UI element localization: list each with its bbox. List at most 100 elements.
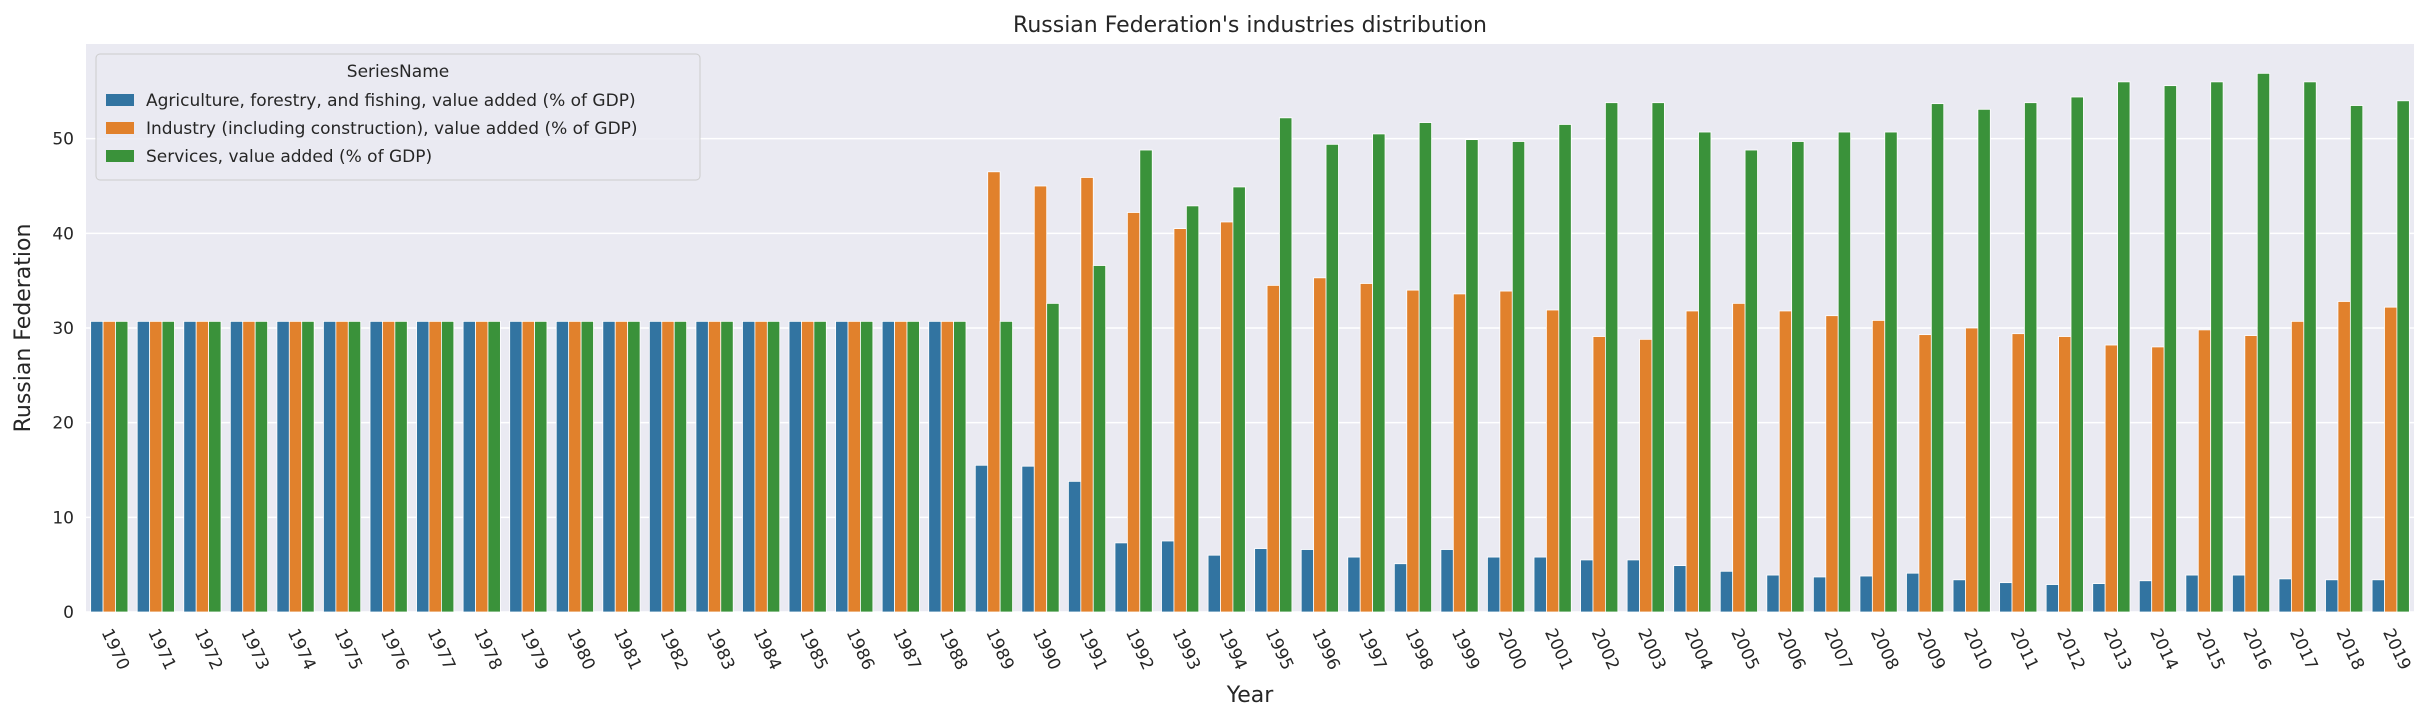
bar <box>1744 149 1758 613</box>
x-tick-label: 2016 <box>2239 626 2275 674</box>
x-tick-label: 2019 <box>2378 626 2414 674</box>
bar <box>2070 96 2084 613</box>
bar <box>1906 572 1920 613</box>
bar <box>673 320 688 613</box>
y-tick-label: 30 <box>52 319 74 339</box>
bar <box>183 320 197 613</box>
bar <box>987 171 1001 613</box>
legend-swatch <box>106 122 134 134</box>
bar <box>2337 301 2351 613</box>
bar <box>2256 72 2271 613</box>
bar <box>2163 85 2177 613</box>
bar <box>1511 141 1526 613</box>
bar <box>707 320 722 613</box>
bar <box>2138 580 2153 613</box>
bar <box>1372 133 1386 613</box>
x-tick-label: 1982 <box>655 626 691 674</box>
bar <box>1533 556 1547 613</box>
bar <box>2058 336 2072 613</box>
bar <box>835 320 849 613</box>
bar <box>509 320 523 613</box>
bar <box>2278 578 2292 613</box>
bar <box>813 320 827 613</box>
bar <box>2185 574 2199 613</box>
x-tick-label: 1987 <box>888 626 924 674</box>
bar <box>1698 131 1712 613</box>
bar <box>1185 205 1200 613</box>
x-tick-label: 1991 <box>1075 626 1111 674</box>
bar <box>1220 221 1234 613</box>
bar <box>1930 103 1945 613</box>
bar <box>1033 185 1048 613</box>
bar <box>2371 579 2385 613</box>
x-tick-label: 1978 <box>469 626 505 674</box>
bar <box>1126 212 1141 613</box>
x-tick-label: 1990 <box>1028 626 1064 674</box>
bar <box>2384 306 2398 613</box>
bar <box>102 320 116 613</box>
x-tick-label: 2010 <box>1959 626 1995 674</box>
legend-entry: Services, value added (% of GDP) <box>146 147 432 167</box>
bar <box>1580 559 1594 613</box>
bar <box>1778 310 1793 613</box>
bar <box>229 320 244 613</box>
bar <box>1558 124 1572 613</box>
x-tick-label: 2018 <box>2332 626 2368 674</box>
legend-swatch <box>106 94 134 106</box>
x-tick-label: 2005 <box>1726 626 1762 674</box>
bar <box>1139 149 1153 613</box>
bar <box>2197 329 2212 613</box>
bar <box>2290 320 2305 613</box>
bar <box>1173 228 1187 613</box>
bar <box>742 320 756 613</box>
legend: SeriesName Agriculture, forestry, and fi… <box>95 53 701 181</box>
bar <box>534 320 548 613</box>
y-axis-label: Russian Federation <box>11 224 36 433</box>
x-tick-label: 2001 <box>1540 626 1576 674</box>
bar <box>2011 333 2025 613</box>
y-tick-label: 0 <box>63 603 74 623</box>
bar <box>1487 556 1501 613</box>
legend-box <box>95 53 701 181</box>
y-tick-label: 10 <box>52 508 74 528</box>
bar <box>323 320 337 613</box>
bar <box>648 320 663 613</box>
bar <box>1418 122 1432 613</box>
bar <box>801 320 815 613</box>
bar <box>428 320 442 613</box>
x-axis-label: Year <box>1226 683 1275 708</box>
bar <box>1300 549 1315 613</box>
bar <box>1161 540 1175 613</box>
bar <box>1871 320 1886 613</box>
bar <box>953 320 967 613</box>
bar <box>2349 105 2364 613</box>
bar <box>2210 81 2224 613</box>
bar <box>475 320 489 613</box>
bar <box>661 320 675 613</box>
bar <box>1884 131 1898 613</box>
x-tick-label: 2008 <box>1866 626 1902 674</box>
bar <box>288 320 303 613</box>
bar <box>766 320 781 613</box>
bar <box>555 320 570 613</box>
bar <box>1465 139 1479 613</box>
chart-title: Russian Federation's industries distribu… <box>1013 13 1487 38</box>
bar <box>1279 117 1293 613</box>
bar <box>1092 265 1107 613</box>
bar <box>1499 290 1513 613</box>
bar <box>1313 277 1327 613</box>
bar <box>720 320 734 613</box>
x-tick-label: 1985 <box>795 626 831 674</box>
bar <box>1021 465 1035 613</box>
y-tick-labels: 0 10 20 30 40 50 <box>52 130 74 623</box>
bar <box>1406 289 1420 613</box>
bar <box>999 320 1013 613</box>
bar <box>1266 284 1280 613</box>
bar <box>2092 583 2106 613</box>
bar <box>1639 338 1653 613</box>
x-tick-label: 2017 <box>2285 626 2321 674</box>
bar <box>441 320 455 613</box>
bar <box>195 320 210 613</box>
bar <box>940 320 954 613</box>
legend-swatch <box>106 150 134 162</box>
